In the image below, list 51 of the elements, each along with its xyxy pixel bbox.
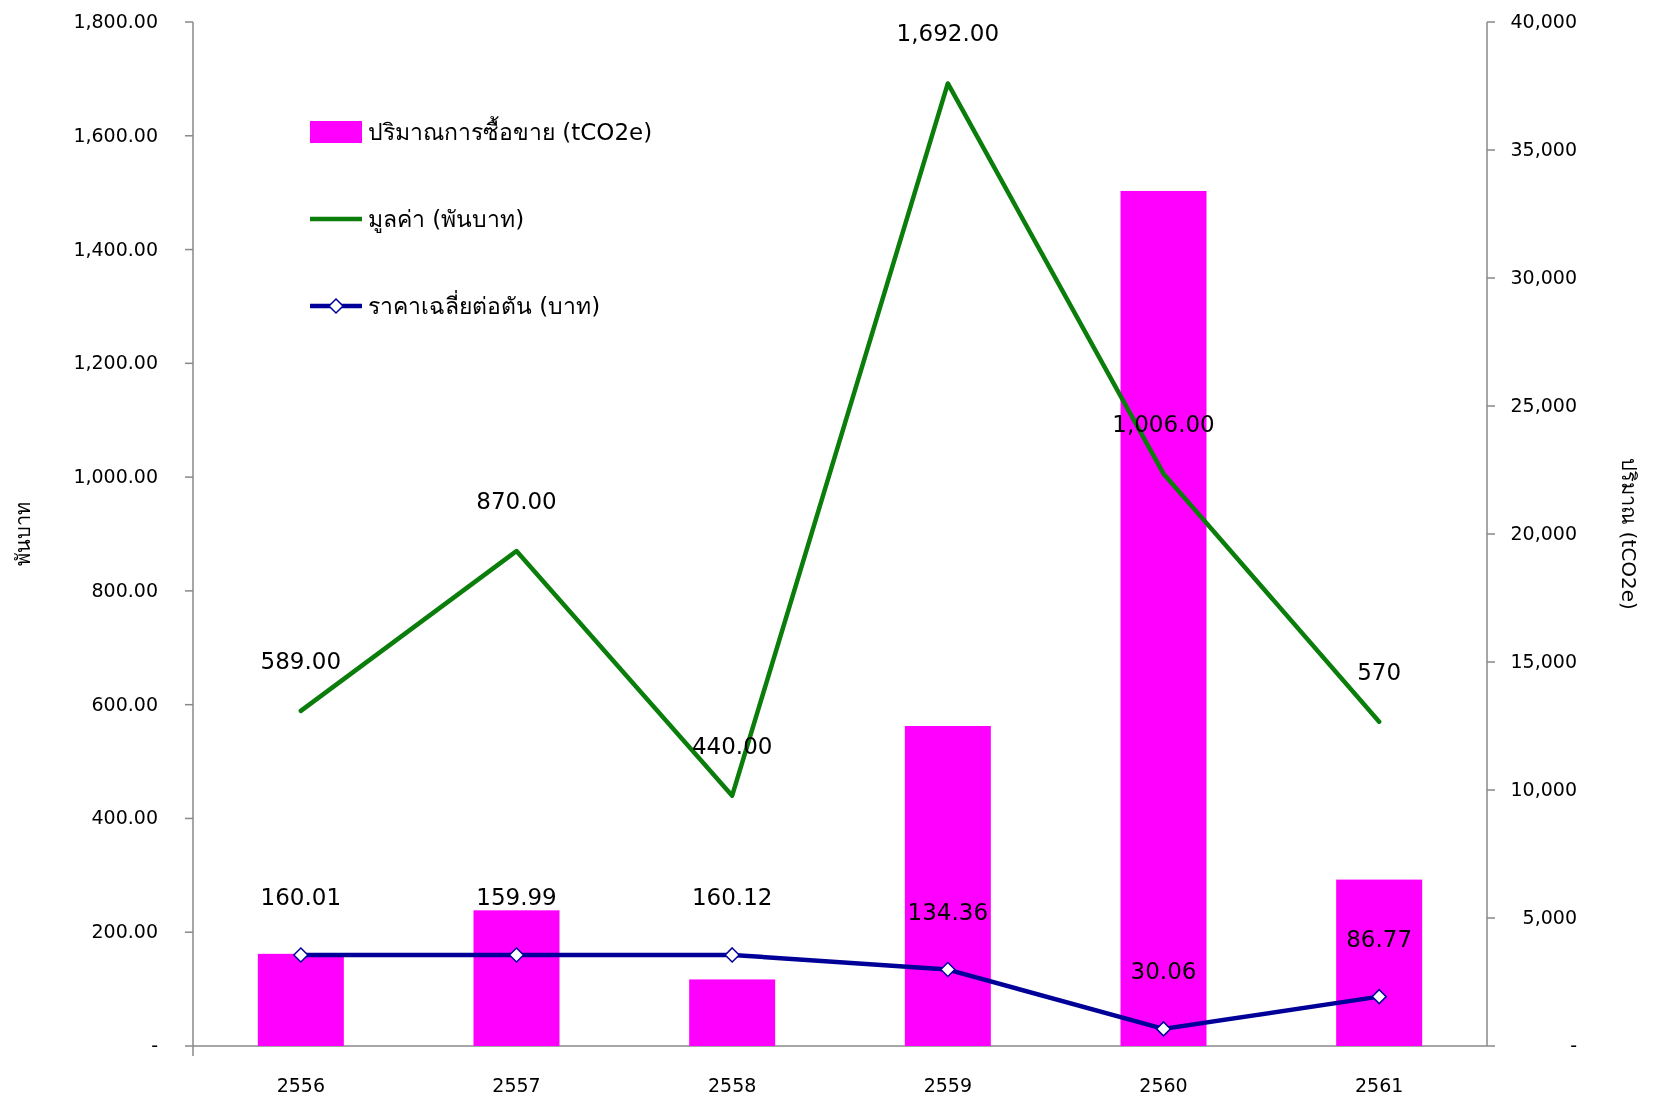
y-tick-label: 1,200.00 (73, 351, 158, 374)
legend-label: ราคาเฉลี่ยต่อตัน (บาท) (368, 290, 601, 319)
point (724, 947, 740, 963)
y-tick-label: 800.00 (91, 578, 158, 601)
y2-axis-title: ปริมาณ (tCO2e) (1617, 458, 1641, 610)
data-label: 30.06 (1130, 957, 1197, 984)
data-label: 160.01 (260, 883, 342, 910)
bar (257, 953, 344, 1046)
x-tick-label: 2557 (492, 1074, 541, 1096)
y2-tick-label: 35,000 (1510, 138, 1577, 160)
data-label: 159.99 (476, 883, 557, 910)
y2-tick-label: 5,000 (1522, 906, 1577, 928)
legend-label: ปริมาณการซื้อขาย (tCO2e) (368, 116, 653, 145)
y-axis-title: พันบาท (11, 502, 35, 566)
point (1155, 1021, 1172, 1037)
bar (1336, 879, 1423, 1046)
x-tick-label: 2559 (923, 1074, 973, 1096)
x-tick-label: 2556 (276, 1074, 326, 1096)
data-label: 1,692.00 (896, 20, 1000, 47)
y-tick-label: 1,000.00 (73, 465, 158, 488)
y-tick-label: - (151, 1034, 158, 1056)
y2-tick-label: - (1570, 1034, 1577, 1056)
bar (689, 979, 776, 1046)
y-tick-label: 400.00 (91, 806, 158, 829)
point (508, 947, 525, 963)
y-tick-label: 600.00 (91, 692, 158, 715)
y-tick-label: 1,600.00 (73, 123, 158, 146)
y2-tick-label: 40,000 (1510, 10, 1577, 32)
y2-tick-label: 10,000 (1510, 778, 1577, 800)
y-tick-label: 200.00 (91, 920, 158, 943)
data-label: 86.77 (1346, 925, 1413, 952)
point (293, 947, 309, 963)
y2-tick-label: 30,000 (1510, 266, 1577, 288)
data-label: 589.00 (260, 647, 342, 674)
x-tick-label: 2561 (1354, 1074, 1404, 1096)
data-label: 134.36 (907, 898, 989, 925)
x-tick-label: 2560 (1139, 1074, 1188, 1096)
legend-label: มูลค่า (พันบาท) (368, 206, 525, 233)
data-label: 870.00 (476, 488, 557, 515)
y2-tick-label: 25,000 (1510, 394, 1577, 416)
data-label: 160.12 (691, 883, 773, 910)
y2-tick-label: 15,000 (1510, 650, 1577, 672)
data-label: 570 (1357, 658, 1402, 685)
x-tick-label: 2558 (707, 1074, 757, 1096)
y-tick-label: 1,800.00 (73, 10, 158, 32)
bar (473, 910, 560, 1046)
point (940, 961, 956, 978)
y2-tick-label: 20,000 (1510, 522, 1577, 544)
y-tick-label: 1,400.00 (73, 237, 158, 260)
point (1371, 988, 1387, 1005)
bar (904, 726, 991, 1046)
